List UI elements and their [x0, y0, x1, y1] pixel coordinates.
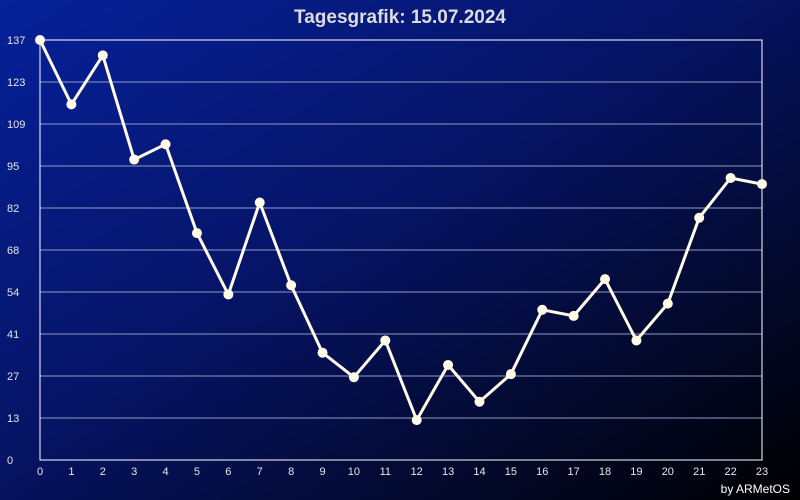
y-tick-label: 82 [7, 203, 19, 215]
data-point [380, 335, 391, 346]
x-tick-label: 15 [505, 466, 517, 478]
data-point [286, 280, 297, 291]
chart-title: Tagesgrafik: 15.07.2024 [294, 7, 506, 28]
x-tick-label: 12 [411, 466, 423, 478]
y-tick-label: 109 [7, 119, 25, 131]
data-point [600, 274, 611, 285]
data-point [223, 289, 234, 300]
y-tick-label: 13 [7, 413, 19, 425]
y-tick-label: 123 [7, 77, 25, 89]
series-layer [35, 35, 767, 426]
data-point [725, 172, 736, 183]
x-tick-label: 6 [225, 466, 231, 478]
x-tick-label: 5 [194, 466, 200, 478]
x-tick-label: 16 [536, 466, 548, 478]
y-tick-label: 95 [7, 161, 19, 173]
y-axis-ticks: 0 13 27 41 54 68 82 95 109 123 137 [7, 35, 25, 467]
data-point [160, 139, 171, 150]
x-tick-label: 14 [473, 466, 485, 478]
data-point [631, 335, 642, 346]
y-tick-label: 137 [7, 35, 25, 47]
x-tick-label: 1 [68, 466, 74, 478]
data-point [537, 304, 548, 315]
x-tick-label: 13 [442, 466, 454, 478]
x-axis-ticks: 0 1 2 3 4 5 6 7 8 9 10 11 12 13 14 15 16 17 18 19 20 21 22 23 [37, 466, 768, 478]
x-tick-label: 11 [380, 466, 391, 478]
data-point [694, 212, 705, 223]
y-tick-label: 0 [7, 455, 13, 467]
data-point [129, 154, 140, 165]
data-point [443, 359, 454, 370]
x-tick-label: 7 [257, 466, 263, 478]
x-tick-label: 22 [724, 466, 736, 478]
x-tick-label: 4 [163, 466, 169, 478]
x-tick-label: 23 [756, 466, 768, 478]
data-point [662, 298, 673, 309]
x-tick-label: 21 [693, 466, 705, 478]
data-point [66, 99, 77, 110]
y-tick-label: 54 [7, 287, 19, 299]
y-tick-label: 27 [7, 371, 19, 383]
x-tick-label: 9 [319, 466, 325, 478]
x-tick-label: 3 [131, 466, 137, 478]
data-point [348, 372, 359, 383]
x-tick-label: 18 [599, 466, 611, 478]
data-point [191, 228, 202, 239]
data-point [505, 369, 516, 380]
data-point [474, 396, 485, 407]
plot-frame [39, 39, 763, 461]
x-tick-label: 2 [100, 466, 106, 478]
data-point [757, 179, 767, 190]
series-line [38, 39, 763, 422]
x-tick-label: 20 [662, 466, 674, 478]
data-point [411, 415, 422, 426]
credit-label: by ARMetOS [721, 482, 790, 496]
x-tick-label: 19 [630, 466, 642, 478]
data-point [35, 35, 45, 45]
data-point [254, 197, 265, 208]
x-tick-label: 8 [288, 466, 294, 478]
x-tick-label: 0 [37, 466, 43, 478]
data-point [97, 50, 108, 61]
grid-lines [40, 81, 762, 419]
data-point [568, 310, 579, 321]
data-point [317, 347, 328, 358]
x-tick-label: 17 [568, 466, 580, 478]
y-tick-label: 68 [7, 245, 19, 257]
x-tick-label: 10 [348, 466, 360, 478]
y-tick-label: 41 [7, 329, 19, 341]
